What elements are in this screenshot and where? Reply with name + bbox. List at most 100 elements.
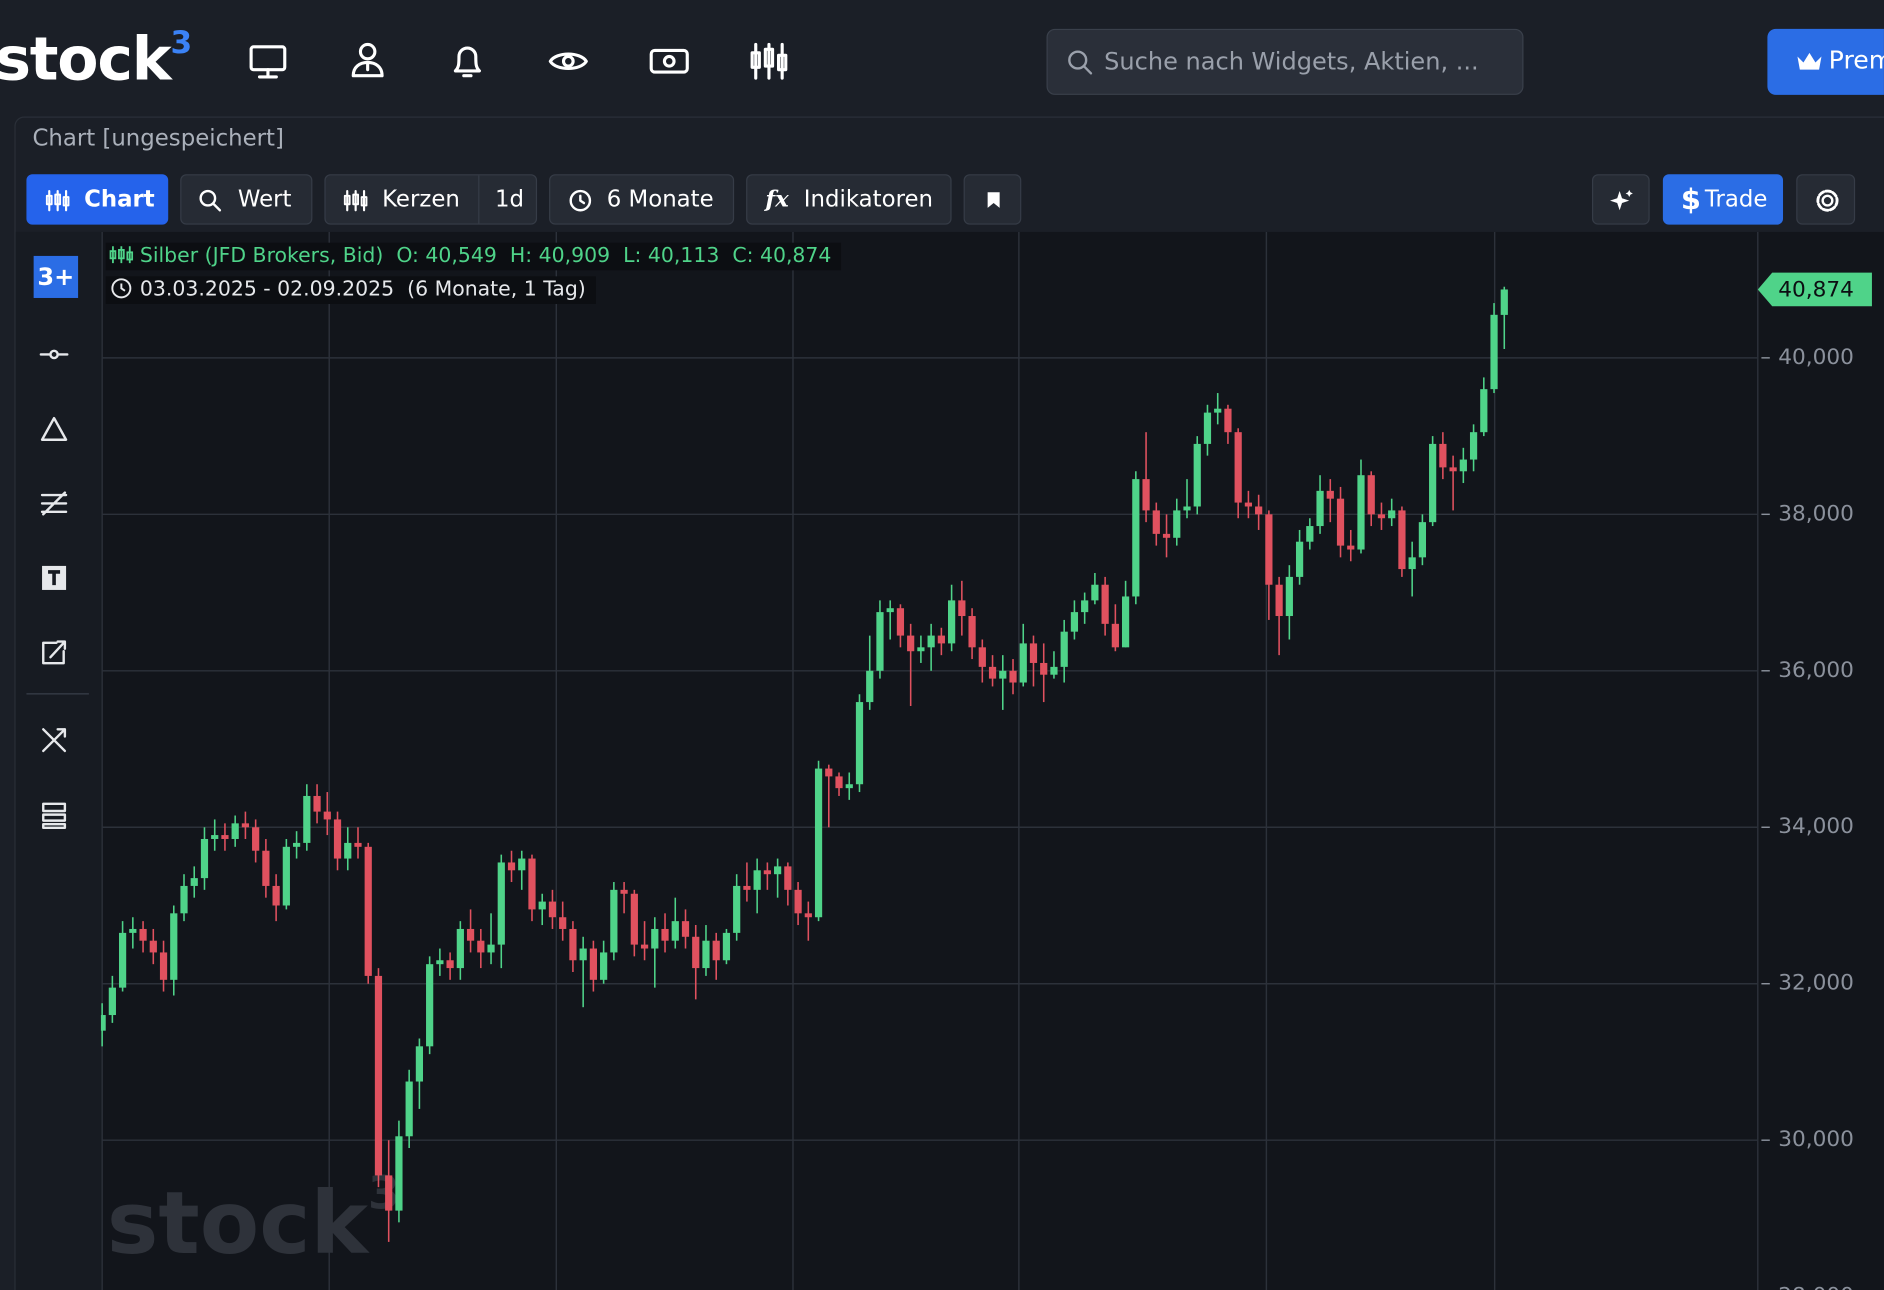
candle-body: [640, 944, 649, 949]
candle-body: [313, 795, 321, 812]
candle-body: [763, 870, 771, 875]
candles-icon[interactable]: [747, 40, 790, 83]
candle-body: [1111, 623, 1119, 648]
trade-label: Trade: [1704, 186, 1768, 213]
candle-body: [1285, 576, 1293, 617]
value-label: Wert: [237, 186, 292, 213]
candle-body: [1265, 514, 1273, 585]
candle-body: [1101, 584, 1109, 624]
monitor-icon[interactable]: [248, 42, 289, 80]
candle-body: [630, 893, 638, 945]
eye-icon[interactable]: [547, 43, 590, 79]
candle-body: [1224, 408, 1232, 433]
candle-body: [231, 823, 239, 839]
candle-body: [937, 635, 945, 644]
shape-tool[interactable]: [40, 415, 69, 444]
range-button[interactable]: 6 Monate: [549, 174, 735, 225]
candle-body: [569, 928, 577, 961]
candle-body: [1173, 510, 1181, 538]
value-button[interactable]: Wert: [180, 174, 313, 225]
text-tool[interactable]: [41, 565, 67, 591]
candle-body: [835, 776, 843, 789]
candle-body: [1081, 600, 1089, 613]
y-tick-label: 32,000: [1778, 971, 1854, 996]
candle-body: [1029, 643, 1038, 663]
logo[interactable]: stock3: [0, 24, 193, 94]
candle-body: [1009, 670, 1017, 683]
search-placeholder: Suche nach Widgets, Aktien, ...: [1104, 46, 1479, 76]
trade-button[interactable]: $ Trade: [1662, 174, 1784, 225]
candle-body: [252, 827, 260, 851]
divider: [478, 175, 480, 224]
candle-body: [1439, 443, 1447, 468]
candle-body: [1234, 432, 1242, 503]
candle-body: [282, 846, 290, 906]
candle-body: [927, 635, 935, 648]
candle-body: [620, 889, 628, 894]
candle-body: [1040, 662, 1048, 675]
candle-body: [323, 811, 331, 820]
candle-body: [1255, 506, 1263, 515]
candle-body: [292, 842, 301, 847]
candle-body: [446, 960, 454, 969]
candle-body: [968, 616, 976, 648]
candle-body: [753, 870, 761, 890]
tool-sidebar: [15, 231, 101, 1290]
watermark-sup: 3: [368, 1166, 400, 1219]
candle-body: [978, 647, 986, 667]
candle-body: [743, 885, 751, 890]
candle-body: [538, 901, 546, 910]
settings-button[interactable]: [1796, 174, 1856, 225]
candle-body: [1050, 666, 1058, 675]
candle-body: [1388, 510, 1396, 519]
candle-body: [221, 835, 229, 839]
candle-body: [702, 940, 710, 969]
last-price-tag: [1757, 272, 1872, 307]
candle-body: [518, 858, 526, 871]
annotate-tool[interactable]: [40, 638, 69, 667]
logo-sup: 3: [170, 25, 193, 62]
fib-tool[interactable]: [40, 489, 69, 518]
user-icon[interactable]: [348, 40, 386, 83]
candle-body: [364, 846, 372, 976]
line-tool[interactable]: [38, 340, 69, 369]
search-box[interactable]: Suche nach Widgets, Aktien, ...: [1046, 28, 1524, 95]
candle-body: [1121, 596, 1130, 648]
sparkle-icon: [1610, 189, 1633, 211]
tools-tool[interactable]: [40, 726, 69, 755]
candle-body: [774, 866, 782, 875]
layout-tool[interactable]: [41, 801, 67, 830]
candle-body: [180, 885, 188, 914]
candle-body: [600, 952, 608, 980]
sidebar-logo[interactable]: 3+: [33, 255, 79, 298]
candle-body: [692, 936, 700, 969]
candle-body: [1132, 479, 1140, 597]
candle-body: [886, 608, 894, 613]
bell-icon[interactable]: [448, 40, 486, 83]
candle-body: [139, 928, 147, 941]
last-price-label: 40,874: [1778, 278, 1854, 303]
candle-body: [1193, 443, 1201, 507]
candle-body: [1357, 475, 1365, 550]
candle-body: [200, 838, 209, 879]
candle-body: [1203, 412, 1212, 444]
gear-icon: [1816, 189, 1839, 212]
candle-body: [1490, 314, 1498, 390]
bookmark-button[interactable]: [963, 174, 1022, 225]
candle-body: [661, 928, 669, 941]
candle-body: [129, 928, 137, 933]
ai-button[interactable]: [1591, 174, 1650, 225]
candle-body: [333, 819, 342, 859]
candle-body: [1295, 541, 1304, 577]
chart-button[interactable]: Chart: [26, 174, 169, 225]
candle-body: [487, 944, 495, 953]
candle-body: [1336, 498, 1345, 546]
candles: 40,874: [100, 272, 1872, 1242]
premium-button[interactable]: Premium: [1767, 28, 1884, 95]
candles-button[interactable]: Kerzen 1d: [324, 174, 538, 225]
chart-legend: Silber (JFD Brokers, Bid) O: 40,549 H: 4…: [105, 242, 842, 271]
money-icon[interactable]: [648, 43, 691, 79]
interval-label[interactable]: 1d: [495, 186, 525, 213]
indicators-button[interactable]: fx Indikatoren: [746, 174, 952, 225]
